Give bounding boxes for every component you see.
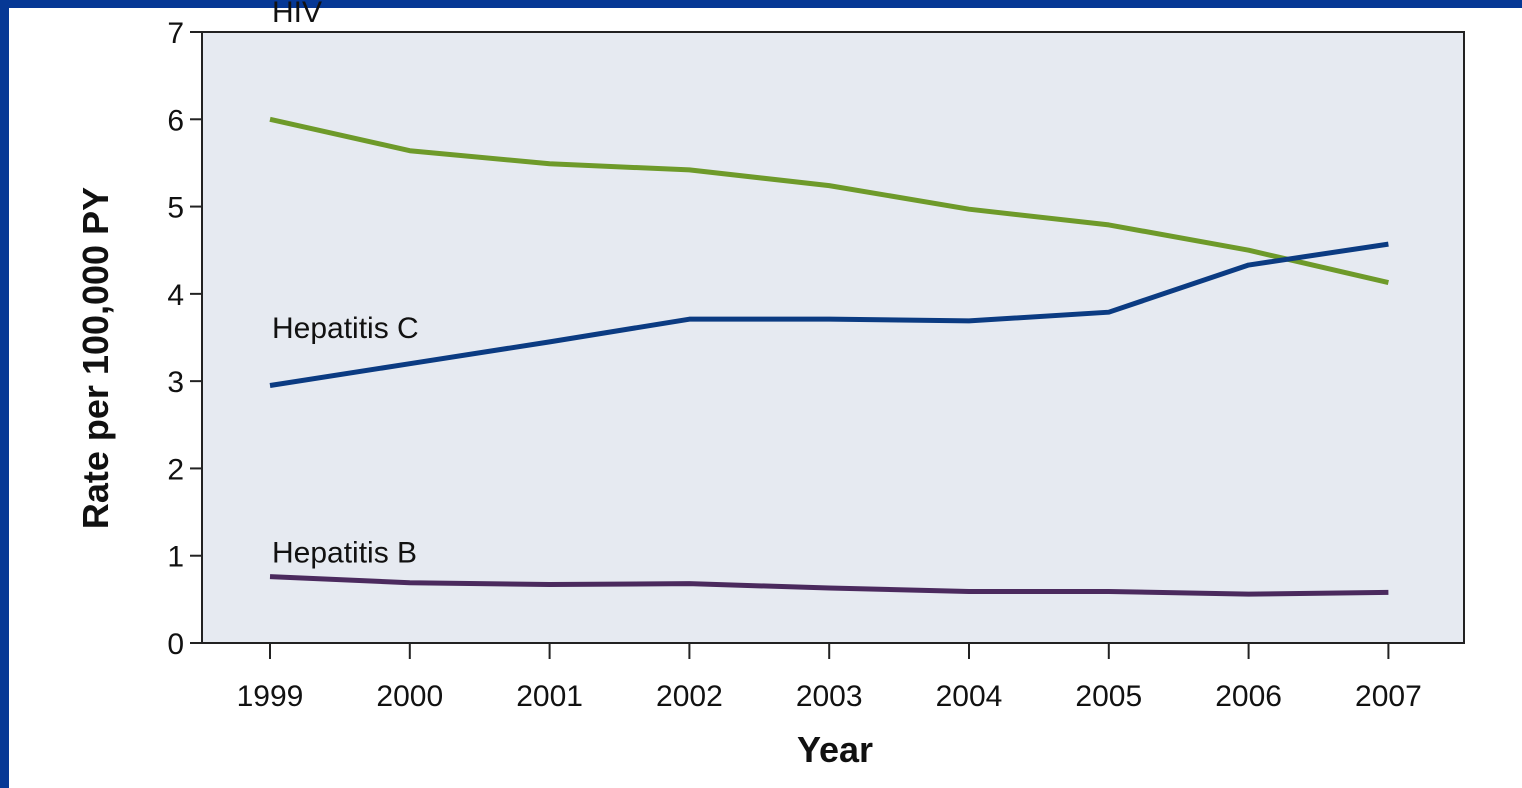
x-tick-label: 2003 [796,680,863,713]
y-tick-label: 7 [167,17,184,50]
series-line-hepatitis-b [269,574,1389,597]
series-line-hepatitis-c [269,241,1389,388]
x-tick-label: 2004 [936,680,1003,713]
x-tick-label: 1999 [237,680,304,713]
x-axis: 1999 2000 2001 2002 2003 2004 2005 2006 2007 [237,643,1422,713]
x-tick-label: 2001 [516,680,583,713]
series-line-hiv [269,116,1389,285]
y-axis-title: Rate per 100,000 PY [75,187,116,529]
y-tick-label: 1 [167,541,184,574]
x-tick-label: 2006 [1215,680,1282,713]
y-tick-label: 3 [167,366,184,399]
x-tick-label: 2005 [1075,680,1142,713]
y-axis: 0 1 2 3 4 5 6 7 [167,17,202,661]
series-label-hepatitis-c: Hepatitis C [272,312,419,345]
y-tick-label: 5 [167,192,184,225]
y-tick-label: 6 [167,104,184,137]
x-tick-label: 2002 [656,680,723,713]
plot-area [201,31,1465,644]
x-axis-title: Year [797,729,873,770]
y-tick-label: 4 [167,279,184,312]
x-tick-label: 2000 [376,680,443,713]
series-label-hepatitis-b: Hepatitis B [272,536,417,569]
y-tick-label: 2 [167,453,184,486]
series-lines [269,116,1389,597]
x-tick-label: 2007 [1355,680,1422,713]
series-label-hiv: HIV [272,0,322,29]
y-tick-label: 0 [167,628,184,661]
series-labels: HIV Hepatitis C Hepatitis B [272,0,419,569]
